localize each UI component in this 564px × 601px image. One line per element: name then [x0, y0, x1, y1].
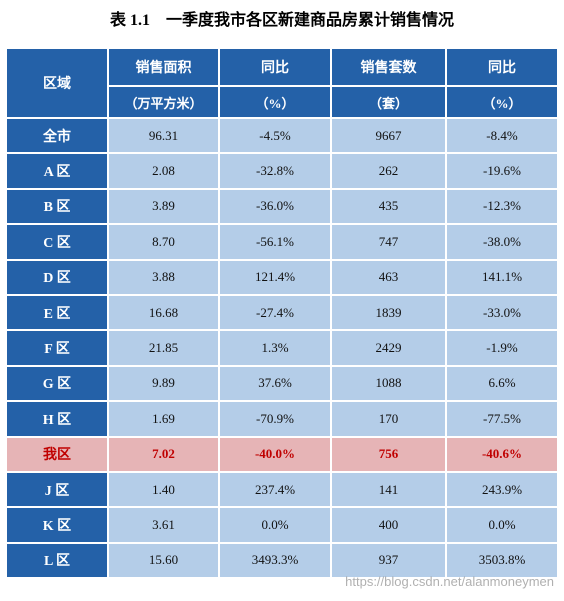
data-cell: 6.6%: [445, 364, 559, 403]
data-cell: 3493.3%: [218, 541, 332, 580]
header-cell: 同比: [445, 47, 559, 87]
header-unit-cell: （万平方米）: [107, 85, 220, 119]
data-cell: 3503.8%: [445, 541, 559, 580]
data-cell: 121.4%: [218, 258, 332, 296]
data-cell: -1.9%: [445, 329, 559, 367]
table-row: L 区 15.60 3493.3% 937 3503.8%: [5, 541, 559, 580]
header-cell: 销售面积: [107, 47, 220, 87]
data-cell: -40.0%: [218, 435, 332, 473]
table-row: A 区 2.08 -32.8% 262 -19.6%: [5, 152, 559, 190]
data-cell: -12.3%: [445, 187, 559, 226]
data-cell: 400: [330, 506, 447, 544]
table-row: 全市 96.31 -4.5% 9667 -8.4%: [5, 116, 559, 155]
region-cell: D 区: [5, 258, 109, 296]
table-title: 表 1.1 一季度我市各区新建商品房累计销售情况: [109, 12, 454, 29]
data-cell: -27.4%: [218, 293, 332, 332]
data-cell: 1.69: [107, 400, 220, 438]
data-cell: 3.61: [107, 506, 220, 544]
region-cell: K 区: [5, 506, 109, 544]
data-cell: 37.6%: [218, 364, 332, 403]
region-cell: H 区: [5, 400, 109, 438]
table-row: F 区 21.85 1.3% 2429 -1.9%: [5, 329, 559, 367]
region-cell: L 区: [5, 541, 109, 580]
table-body: 全市 96.31 -4.5% 9667 -8.4% A 区 2.08 -32.8% 262 -19…: [5, 116, 559, 580]
header-unit-cell: （套）: [330, 85, 447, 119]
table-row: D 区 3.88 121.4% 463 141.1%: [5, 258, 559, 296]
header-row: 区域 销售面积 同比 销售套数 同比: [5, 47, 559, 119]
region-cell: 我区: [5, 435, 109, 473]
region-cell: C 区: [5, 223, 109, 261]
data-cell: 15.60: [107, 541, 220, 580]
data-cell: 262: [330, 152, 447, 190]
data-cell: -19.6%: [445, 152, 559, 190]
data-cell: 1.40: [107, 470, 220, 509]
data-cell: 1088: [330, 364, 447, 403]
data-cell: 2.08: [107, 152, 220, 190]
data-cell: 463: [330, 258, 447, 296]
table-row: J 区 1.40 237.4% 141 243.9%: [5, 470, 559, 509]
header-cell: 同比: [218, 47, 332, 87]
region-cell: 全市: [5, 116, 109, 155]
data-cell: 756: [330, 435, 447, 473]
header-cell: 区域: [5, 47, 109, 119]
table-row: H 区 1.69 -70.9% 170 -77.5%: [5, 400, 559, 438]
data-cell: 1.3%: [218, 329, 332, 367]
header-row: （万平方米） （%） （套） （%）: [6, 85, 559, 119]
table-row: K 区 3.61 0.0% 400 0.0%: [5, 506, 559, 544]
header-unit-cell: （%）: [218, 85, 332, 119]
region-cell: A 区: [5, 152, 109, 190]
data-cell: 243.9%: [445, 470, 559, 509]
header-unit-cell: （%）: [445, 85, 559, 119]
table-row: 我区 7.02 -40.0% 756 -40.6%: [5, 435, 559, 473]
region-cell: F 区: [5, 329, 109, 367]
table-row: C 区 8.70 -56.1% 747 -38.0%: [5, 223, 559, 261]
sales-table: 区域 销售面积 同比 销售套数 同比 （万平方米） （%） （套） （%） 全市 96.31-…: [5, 47, 559, 580]
data-cell: -36.0%: [218, 187, 332, 226]
data-cell: -4.5%: [218, 116, 332, 155]
data-cell: 3.89: [107, 187, 220, 226]
data-cell: 0.0%: [445, 506, 559, 544]
data-cell: 237.4%: [218, 470, 332, 509]
region-cell: B 区: [5, 187, 109, 226]
data-cell: 16.68: [107, 293, 220, 332]
data-cell: -33.0%: [445, 293, 559, 332]
table-row: B 区 3.89 -36.0% 435 -12.3%: [5, 187, 559, 226]
data-cell: 141: [330, 470, 447, 509]
data-cell: 9667: [330, 116, 447, 155]
data-cell: -77.5%: [445, 400, 559, 438]
data-cell: -70.9%: [218, 400, 332, 438]
data-cell: 2429: [330, 329, 447, 367]
watermark: https://blog.csdn.net/alanmoneymen: [345, 574, 554, 589]
region-cell: E 区: [5, 293, 109, 332]
data-cell: 96.31: [107, 116, 220, 155]
data-cell: 747: [330, 223, 447, 261]
header-cell: 销售套数: [330, 47, 447, 87]
data-cell: 21.85: [107, 329, 220, 367]
table-row: G 区 9.89 37.6% 1088 6.6%: [5, 364, 559, 403]
data-cell: 3.88: [107, 258, 220, 296]
data-cell: -8.4%: [445, 116, 559, 155]
data-cell: 937: [330, 541, 447, 580]
data-cell: 435: [330, 187, 447, 226]
data-cell: 141.1%: [445, 258, 559, 296]
data-cell: -40.6%: [445, 435, 559, 473]
data-cell: 9.89: [107, 364, 220, 403]
data-cell: -32.8%: [218, 152, 332, 190]
data-cell: 170: [330, 400, 447, 438]
table-row: E 区 16.68 -27.4% 1839 -33.0%: [5, 293, 559, 332]
data-cell: 1839: [330, 293, 447, 332]
region-cell: J 区: [5, 470, 109, 509]
data-cell: 0.0%: [218, 506, 332, 544]
data-cell: 7.02: [107, 435, 220, 473]
data-cell: -38.0%: [445, 223, 559, 261]
data-cell: 8.70: [107, 223, 220, 261]
region-cell: G 区: [5, 364, 109, 403]
data-cell: -56.1%: [218, 223, 332, 261]
